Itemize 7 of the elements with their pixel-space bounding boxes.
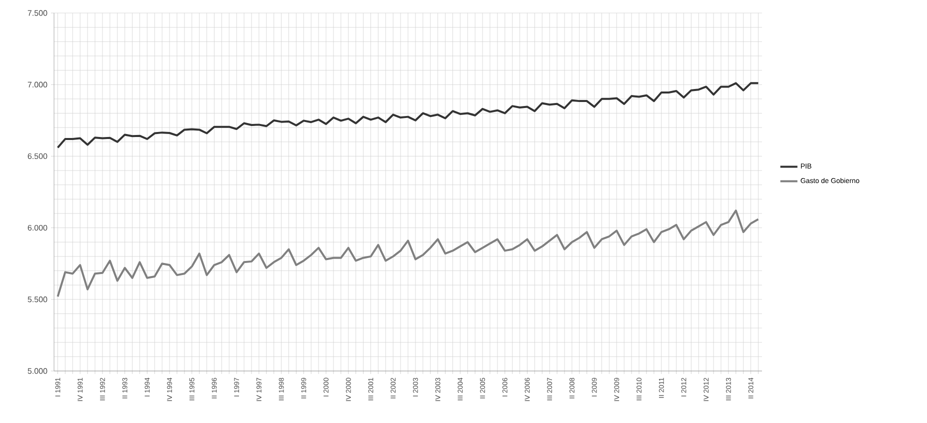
y-tick-label: 6.000	[28, 224, 48, 231]
y-tick-label: 5.500	[28, 296, 48, 302]
y-tick-label: 6.500	[28, 153, 48, 160]
y-tick-label: 5.000	[28, 368, 48, 374]
line-series	[56, 210, 760, 298]
y-tick-label: 7.000	[28, 82, 48, 88]
y-tick-label: 7.500	[28, 10, 48, 16]
